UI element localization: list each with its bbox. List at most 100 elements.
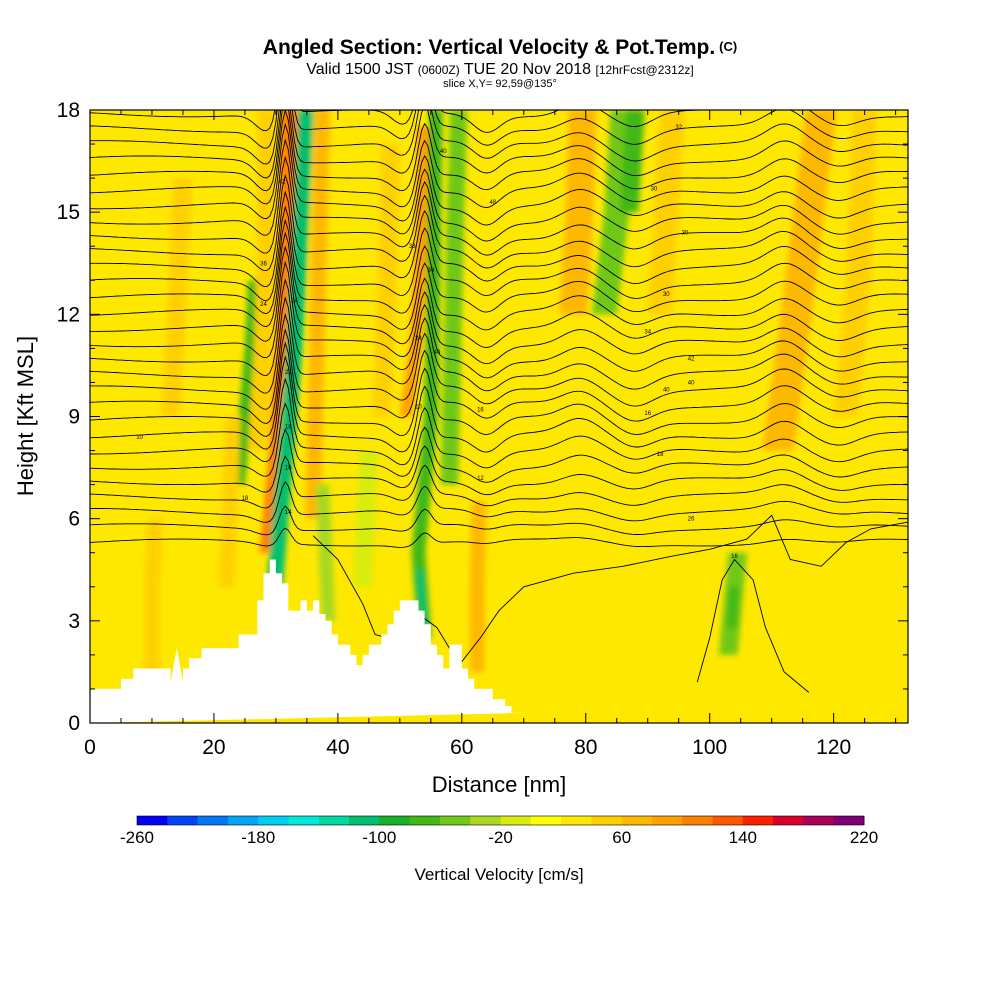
colorbar-tick-label: 220 xyxy=(850,828,878,847)
isotherm-line xyxy=(90,296,908,394)
isotherm-line xyxy=(90,122,908,226)
isotherm-line xyxy=(90,527,908,548)
colorbar-swatch xyxy=(530,816,562,825)
isotherm-label: 30 xyxy=(663,292,670,298)
x-tick-label: 0 xyxy=(84,736,96,759)
isotherm-line xyxy=(90,110,908,133)
isotherm-label: 40 xyxy=(434,350,441,356)
terrain-mask xyxy=(90,559,530,723)
velocity-band xyxy=(372,144,400,417)
velocity-band xyxy=(218,416,241,587)
isotherm-label: 42 xyxy=(279,180,286,186)
colorbar-swatch xyxy=(470,816,501,825)
colorbar-swatch xyxy=(561,816,592,825)
isotherm-line xyxy=(90,402,908,483)
x-axis-ticks: 0 20 40 60 80 100 120 xyxy=(84,110,897,759)
isotherm-label: 40 xyxy=(440,149,447,155)
isotherm-contours xyxy=(90,110,908,693)
x-axis-label: Distance [nm] xyxy=(432,772,567,797)
colorbar-tick-label: -260 xyxy=(120,828,154,847)
isotherm-label: 42 xyxy=(688,357,695,363)
colorbar-swatch xyxy=(379,816,411,825)
isotherm-label: 32 xyxy=(675,125,682,131)
colorbar-swatch xyxy=(227,816,259,825)
colorbar-tick-label: 140 xyxy=(729,828,757,847)
y-tick-label: 0 xyxy=(68,712,80,735)
isotherm-label: 10 xyxy=(136,435,143,441)
isotherm-line xyxy=(90,455,908,509)
isotherm-label: 34 xyxy=(427,268,434,274)
velocity-band xyxy=(353,450,379,587)
isotherm-line xyxy=(90,341,908,437)
velocity-band xyxy=(762,110,837,451)
isotherm-line xyxy=(90,138,908,242)
isotherm-label: 16 xyxy=(731,554,738,560)
isotherm-line xyxy=(696,558,810,693)
isotherm-label: 16 xyxy=(285,466,292,472)
y-tick-label: 3 xyxy=(68,610,80,633)
isotherm-line xyxy=(90,313,908,410)
colorbar-tick-label: -20 xyxy=(488,828,513,847)
isotherm-line xyxy=(90,218,908,315)
isotherm-line xyxy=(90,190,908,288)
isotherm-label: 34 xyxy=(644,329,651,335)
isotherm-label: 12 xyxy=(477,476,484,482)
isotherm-line xyxy=(90,355,908,453)
isotherm-line xyxy=(90,110,908,165)
velocity-band xyxy=(334,144,360,417)
isotherm-label: 16 xyxy=(644,411,651,417)
isotherm-label: 48 xyxy=(489,200,496,206)
plot-area: 10 18 14 16 18 22 24 24 36 42 10 24 40 34 38 40 48 16 12 16… xyxy=(90,110,908,723)
isotherm-line xyxy=(90,110,908,179)
colorbar-tick-label: -180 xyxy=(241,828,275,847)
isotherm-line xyxy=(90,278,908,379)
colorbar-swatch xyxy=(258,816,289,825)
chart-title: Angled Section: Vertical Velocity & Pot.… xyxy=(262,36,738,59)
colorbar-swatch xyxy=(591,816,623,825)
isotherm-label: 24 xyxy=(291,299,298,305)
x-tick-label: 100 xyxy=(692,736,727,759)
isotherm-label: 16 xyxy=(477,408,484,414)
colorbar-swatch xyxy=(742,816,774,825)
velocity-band xyxy=(411,110,443,638)
isotherm-label: 36 xyxy=(260,261,267,267)
isotherm-line xyxy=(90,110,908,208)
y-tick-label: 6 xyxy=(68,508,80,531)
isotherm-label: 26 xyxy=(688,517,695,523)
isotherm-label: 30 xyxy=(682,231,689,237)
colorbar-swatch xyxy=(803,816,835,825)
isotherm-line xyxy=(90,110,908,192)
colorbar-swatch xyxy=(682,816,714,825)
isotherm-line xyxy=(90,245,908,348)
isotherm-label: 24 xyxy=(260,302,267,308)
colorbar-swatch xyxy=(833,816,865,825)
y-tick-label: 15 xyxy=(57,201,80,224)
isotherm-label: 14 xyxy=(285,510,292,516)
colorbar-swatch xyxy=(318,816,350,825)
isotherm-label: 22 xyxy=(285,370,292,376)
colorbar-label: Vertical Velocity [cm/s] xyxy=(414,865,583,884)
colorbar-swatch xyxy=(137,816,168,825)
y-tick-label: 9 xyxy=(68,406,80,429)
velocity-band xyxy=(698,144,740,417)
x-tick-label: 20 xyxy=(202,736,225,759)
colorbar-swatch xyxy=(288,816,320,825)
forecast-info: [12hrFcst@2312z] xyxy=(595,63,694,77)
x-tick-label: 120 xyxy=(816,736,851,759)
velocity-band xyxy=(248,110,276,451)
isotherm-label: 40 xyxy=(688,380,695,386)
y-tick-label: 18 xyxy=(57,99,80,122)
x-tick-label: 60 xyxy=(450,736,473,759)
isotherm-label: 18 xyxy=(285,425,292,431)
chart-subtitle: Valid 1500 JST (0600Z) TUE 20 Nov 2018 [… xyxy=(0,61,1000,79)
valid-time: Valid 1500 JST xyxy=(306,61,414,78)
isotherm-label: 30 xyxy=(651,186,658,192)
isotherm-line xyxy=(90,173,908,272)
colorbar-swatch xyxy=(652,816,683,825)
colorbar-swatch xyxy=(197,816,229,825)
colorbar-frame xyxy=(136,815,865,826)
isotherm-line xyxy=(90,428,908,496)
colorbar-swatch xyxy=(167,816,199,825)
